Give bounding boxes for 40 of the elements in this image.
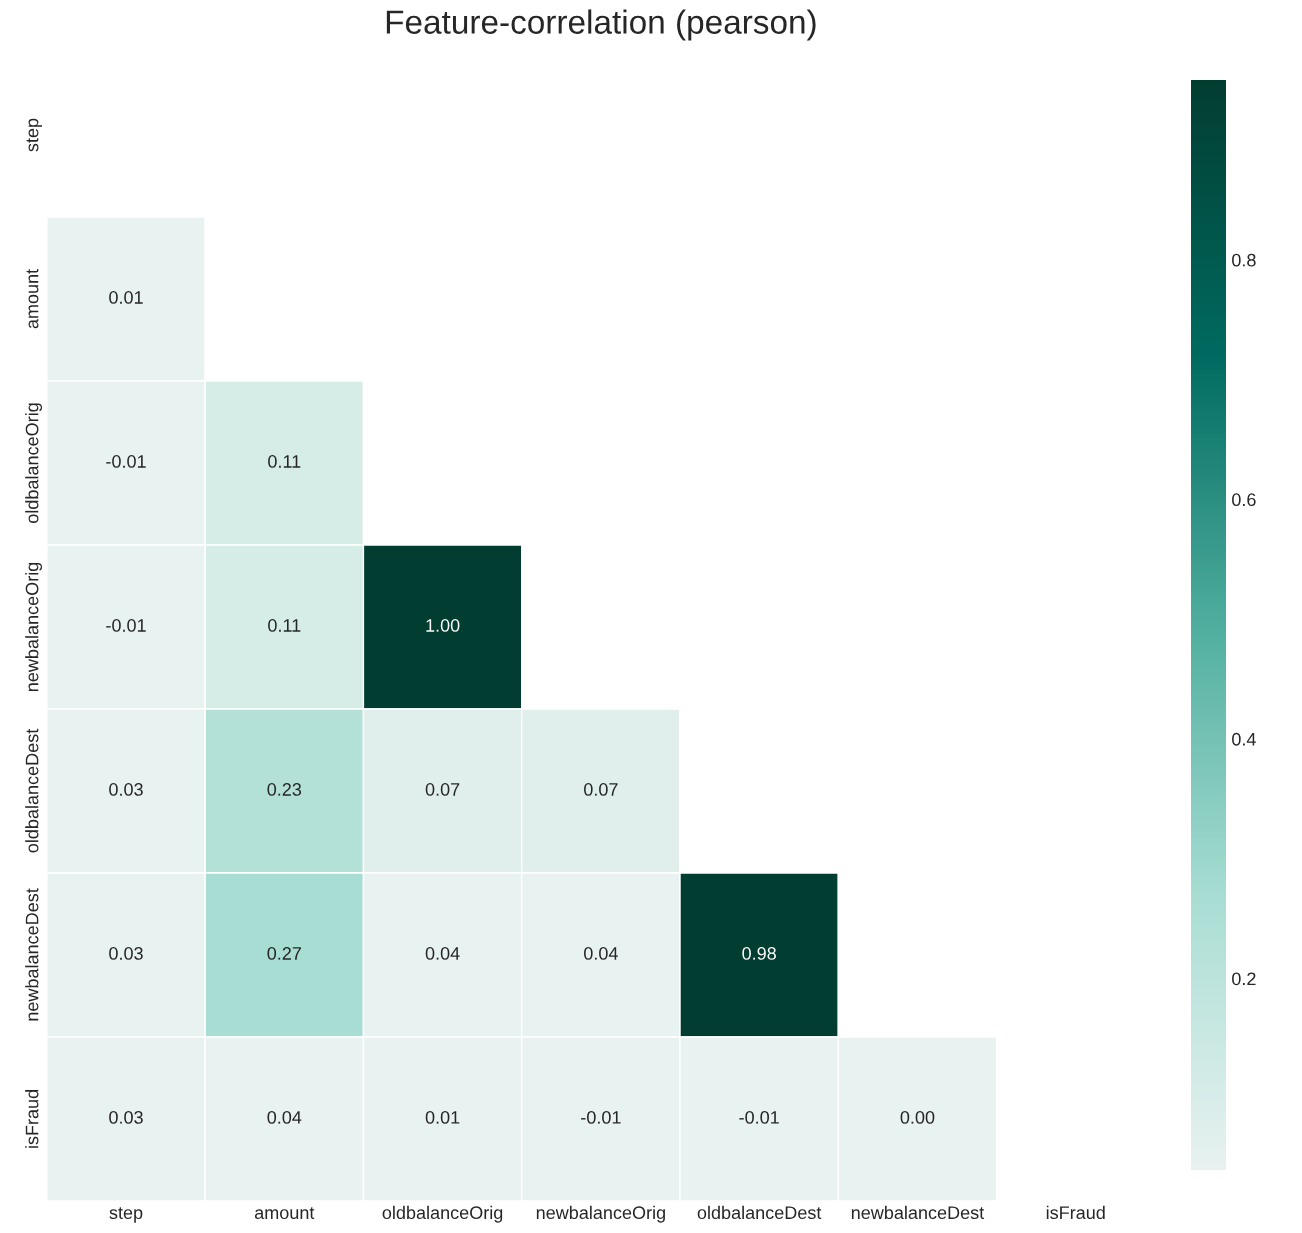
y-tick-label: oldbalanceOrig (25, 403, 43, 523)
data-label: -0.01 (106, 455, 146, 468)
x-tick-label: newbalanceDest (851, 1205, 985, 1220)
data-label: 0.04 (267, 1111, 302, 1124)
data-label: 0.11 (268, 455, 301, 468)
data-label: 0.01 (425, 1111, 460, 1124)
x-tick-label: oldbalanceOrig (382, 1205, 503, 1223)
color-bar-label: 0.4 (1232, 732, 1256, 746)
data-label: -0.01 (739, 1111, 779, 1124)
x-tick-label: oldbalanceDest (697, 1205, 822, 1220)
y-tick-label: amount (26, 269, 39, 329)
x-tick-label: isFraud (1046, 1205, 1105, 1220)
data-label: 0.07 (425, 783, 460, 796)
data-label: 0.98 (742, 947, 776, 960)
color-bar-label: 0.6 (1232, 493, 1256, 507)
data-label: 0.11 (268, 619, 301, 632)
data-label: 0.04 (425, 947, 460, 960)
y-tick-label: step (26, 118, 43, 152)
data-label: 0.03 (109, 947, 143, 960)
data-label: -0.01 (581, 1111, 621, 1124)
data-label: 0.07 (584, 783, 618, 796)
y-tick-label: oldbalanceDest (25, 728, 39, 853)
y-tick-label: newbalanceDest (25, 888, 39, 1021)
data-label: 0.01 (109, 291, 143, 304)
data-label: 0.23 (267, 783, 302, 796)
y-tick-label: isFraud (25, 1090, 39, 1148)
data-label: 0.00 (900, 1111, 935, 1124)
data-label: 0.27 (267, 947, 301, 960)
data-label: 0.04 (584, 947, 618, 960)
data-label: 0.03 (109, 1111, 143, 1124)
chart-title: Feature-correlation (pearson) (386, 9, 816, 41)
x-tick-label: step (109, 1207, 143, 1223)
color-bar-label: 0.8 (1232, 253, 1256, 267)
color-bar-label: 0.2 (1232, 972, 1256, 986)
x-tick-label: newbalanceOrig (536, 1205, 665, 1223)
data-label: 0.03 (109, 783, 143, 796)
y-tick-label: newbalanceOrig (25, 562, 43, 692)
x-tick-label: amount (254, 1207, 315, 1220)
data-label: -0.01 (106, 619, 146, 632)
data-label: 1.00 (426, 619, 460, 632)
